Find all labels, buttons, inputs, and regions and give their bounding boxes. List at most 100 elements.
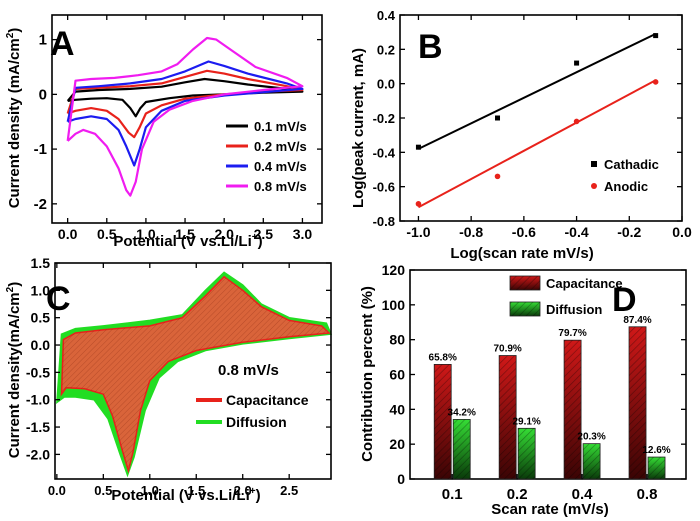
panel-d-data-label: 70.9% — [493, 344, 521, 355]
panel-b-ylabel: Log(peak current, mA) — [350, 48, 367, 208]
panel-a-xtick-label: 3.0 — [293, 226, 313, 242]
panel-b-ytick-label: 0.2 — [377, 42, 395, 57]
panel-b-ytick-label: 0.4 — [377, 8, 396, 23]
panel-b-ytick-label: -0.2 — [373, 111, 395, 126]
panel-d-data-label: 34.2% — [448, 407, 476, 418]
panel-b-letter: B — [418, 28, 443, 66]
panel-d-ytick-label: 60 — [389, 367, 405, 383]
panel-c-ytick-label: -2.0 — [26, 446, 50, 462]
panel-d: 0 20 40 60 80 100 120 0.1 65.8% 34.2% 0.2 70.9% 29.1… — [359, 262, 687, 518]
panel-c-legend-label: Capacitance — [226, 392, 309, 408]
panel-d-data-label: 79.7% — [558, 328, 586, 339]
panel-c-ytick-label: 1.0 — [31, 282, 51, 298]
panel-b-data-point — [652, 79, 659, 85]
panel-a-legend-label: 0.1 mV/s — [254, 119, 307, 134]
panel-c-ytick-label: 0.5 — [31, 310, 51, 326]
panel-b-xlabel: Log(scan rate mV/s) — [450, 245, 593, 262]
panel-c-xtick-label: 1.0 — [141, 483, 159, 498]
panel-d-ytick-label: 40 — [389, 401, 405, 417]
panel-c-xtick-label: 2.5 — [280, 483, 298, 498]
panel-d-data-label: 20.3% — [577, 432, 605, 443]
panel-b-ytick-label: -0.8 — [373, 214, 395, 229]
panel-b: -1.0 -0.8 -0.6 -0.4 -0.2 0.0 -0.8 -0.6 -0.4 -0.2 0… — [350, 8, 692, 262]
panel-d-data-label: 87.4% — [623, 315, 651, 326]
panel-d-data-label: 65.8% — [429, 352, 457, 363]
panel-d-bar-hatch — [629, 326, 647, 479]
panel-b-data-point — [653, 33, 659, 39]
panel-b-data-point — [415, 201, 422, 207]
panel-a-series-line — [66, 60, 304, 167]
panel-a-legend-label: 0.8 mV/s — [254, 179, 307, 194]
panel-c-ytick-label: -1.0 — [26, 392, 50, 408]
panel-a: 0.0 0.5 1.0 1.5 2.0 2.5 3.0 -2 -1 0 1 0.1 mV/s 0.2 m… — [5, 14, 323, 250]
panel-d-bar-hatch — [648, 457, 666, 479]
panel-d-legend-label: Capacitance — [546, 276, 623, 291]
panel-a-xtick-label: 0.5 — [97, 226, 117, 242]
panel-d-ylabel: Contribution percent (%) — [359, 286, 376, 462]
panel-d-ytick-label: 100 — [382, 297, 406, 313]
panel-a-ytick-label: -2 — [34, 196, 47, 213]
panel-c-capacitance-hatch — [61, 276, 330, 471]
panel-b-legend-label: Cathadic — [604, 157, 659, 172]
panel-d-xtick-label: 0.1 — [442, 486, 463, 503]
panel-d-bar-hatch — [583, 443, 601, 479]
panel-c-legend-label: Diffusion — [226, 414, 287, 430]
panel-d-legend-hatch — [510, 276, 540, 290]
panel-d-ytick-label: 0 — [397, 471, 405, 487]
panel-b-fit-line — [418, 32, 657, 150]
panel-a-plot: 0.0 0.5 1.0 1.5 2.0 2.5 3.0 -2 -1 0 1 0.1 mV/s 0.2 m… — [34, 14, 323, 242]
panel-b-xtick-label: 0.0 — [672, 224, 692, 240]
panel-b-xtick-label: -0.2 — [617, 224, 641, 240]
panel-c-xtick-label: 0.5 — [94, 483, 112, 498]
panel-b-legend-label: Anodic — [604, 179, 648, 194]
panel-d-ytick-label: 20 — [389, 436, 405, 452]
panel-c-xlabel: Potential (V vs.Li/Li+) — [111, 486, 260, 504]
panel-a-xtick-label: 1.0 — [136, 226, 156, 242]
panel-d-xtick-label: 0.8 — [637, 486, 658, 503]
panel-d-plot: 0 20 40 60 80 100 120 0.1 65.8% 34.2% 0.2 70.9% 29.1… — [382, 262, 687, 503]
panel-b-fit-line — [417, 79, 657, 209]
panel-a-xtick-label: 2.0 — [214, 226, 234, 242]
panel-d-xlabel: Scan rate (mV/s) — [491, 501, 609, 518]
panel-a-letter: A — [50, 25, 75, 63]
panel-d-xtick-label: 0.2 — [507, 486, 528, 503]
panel-c-xtick-label: 2.0 — [234, 483, 252, 498]
panel-a-series-line — [66, 36, 304, 197]
panel-d-bar-hatch — [453, 419, 471, 479]
panel-b-data-point — [495, 115, 501, 121]
panel-b-ytick-label: 0.0 — [377, 77, 395, 92]
panel-c-letter: C — [46, 280, 71, 318]
panel-d-legend-hatch — [510, 302, 540, 316]
panel-c-axes-frame — [54, 262, 332, 480]
panel-b-ytick-label: -0.6 — [373, 180, 395, 195]
panel-d-data-label: 12.6% — [642, 445, 670, 456]
panel-c-ytick-label: 1.5 — [31, 255, 51, 271]
panel-b-data-point — [494, 173, 501, 180]
panel-a-xtick-label: 2.5 — [254, 226, 274, 242]
panel-d-data-label: 29.1% — [512, 416, 540, 427]
panel-d-bar-hatch — [499, 355, 517, 479]
panel-b-data-point — [415, 144, 421, 150]
panel-b-data-point — [573, 118, 580, 125]
panel-a-xtick-label: 0.0 — [58, 226, 78, 242]
panel-c-ytick-label: -0.5 — [26, 364, 50, 380]
panel-a-xtick-label: 1.5 — [175, 226, 195, 242]
panel-d-legend-label: Diffusion — [546, 302, 602, 317]
panel-a-legend-label: 0.4 mV/s — [254, 159, 307, 174]
panel-a-xlabel: Potential (V vs.Li/Li+) — [113, 232, 262, 250]
panel-d-ytick-label: 120 — [382, 262, 406, 278]
panel-b-xtick-label: -0.6 — [512, 224, 536, 240]
panel-c-plot: 0.0 0.5 1.0 1.5 2.0 2.5 -2.0 -1.5 -1.0 -0.5 0.0 0.5… — [26, 255, 333, 498]
panel-d-bar-hatch — [564, 340, 582, 479]
panel-b-ytick-label: -0.4 — [373, 145, 396, 160]
panel-d-xtick-label: 0.4 — [572, 486, 594, 503]
panel-d-ytick-label: 80 — [389, 332, 405, 348]
panel-c-ytick-label: -1.5 — [26, 419, 50, 435]
panel-b-xtick-label: -0.4 — [565, 224, 589, 240]
panel-a-ylabel: Current density (mA/cm2) — [5, 28, 23, 209]
panel-b-plot: -1.0 -0.8 -0.6 -0.4 -0.2 0.0 -0.8 -0.6 -0.4 -0.2 0… — [373, 8, 692, 240]
panel-b-data-point — [574, 60, 580, 66]
panel-c-annotation: 0.8 mV/s — [218, 362, 279, 379]
panel-d-bar-hatch — [518, 428, 536, 479]
